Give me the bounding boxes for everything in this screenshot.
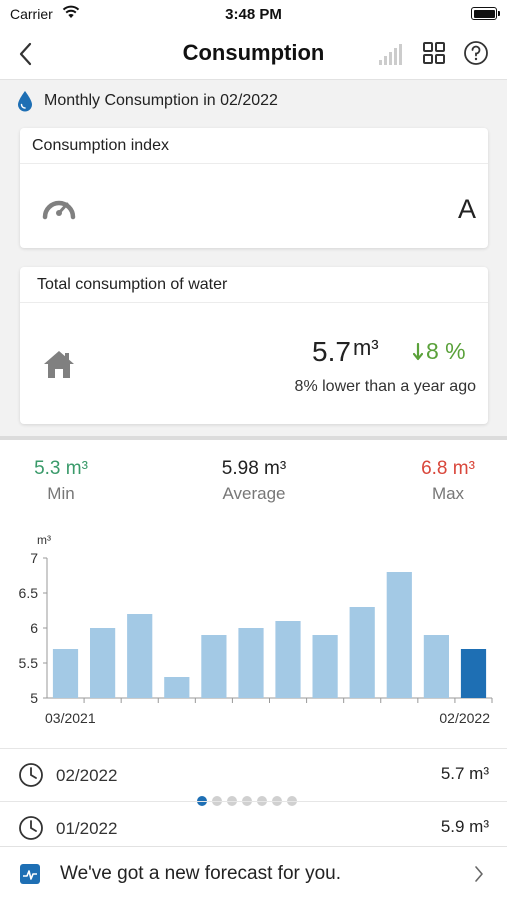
chart-bar[interactable] xyxy=(423,635,449,698)
chart-bar[interactable] xyxy=(275,621,301,698)
chart-bar[interactable] xyxy=(349,607,375,698)
chart-bar[interactable] xyxy=(201,635,227,698)
comparison-text: 8% lower than a year ago xyxy=(294,378,476,395)
average-value: 5.98 m³ xyxy=(221,458,287,479)
section-title: Monthly Consumption in 02/2022 xyxy=(44,92,278,109)
trend-value: 8 % xyxy=(426,338,466,364)
chevron-right-icon xyxy=(475,866,483,882)
chart-bar[interactable] xyxy=(386,572,412,698)
gauge-icon xyxy=(42,200,76,220)
chart-x-start-label: 03/2021 xyxy=(45,710,96,726)
forecast-icon xyxy=(20,864,40,884)
stat-max: 6.8 m³ Max xyxy=(378,458,507,504)
chart-y-tick-label: 5 xyxy=(30,690,38,706)
consumption-index-card[interactable]: Consumption index A xyxy=(20,128,488,248)
banner-text: We've got a new forecast for you. xyxy=(60,863,342,884)
water-drop-icon xyxy=(18,91,32,112)
max-label: Max xyxy=(431,484,465,503)
chart-y-tick-label: 6.5 xyxy=(19,585,39,601)
min-label: Min xyxy=(47,484,75,503)
chart-bar[interactable] xyxy=(460,649,487,698)
stat-min: 5.3 m³ Min xyxy=(0,458,131,504)
chart-y-tick-label: 7 xyxy=(30,550,38,566)
navigation-bar: Consumption xyxy=(0,28,507,80)
forecast-banner[interactable]: We've got a new forecast for you. xyxy=(0,846,507,900)
chevron-left-icon[interactable] xyxy=(14,41,38,67)
chart-bar[interactable] xyxy=(90,628,116,698)
history-row[interactable]: 02/2022 5.7 m³ xyxy=(0,748,507,800)
total-consumption-card[interactable]: Total consumption of water 5.7m³ 8 % 8% … xyxy=(20,267,488,424)
stat-average: 5.98 m³ Average xyxy=(184,458,324,504)
chart-y-axis-label: m³ xyxy=(37,533,51,547)
arrow-down-icon xyxy=(413,343,423,361)
battery-icon xyxy=(471,7,500,20)
index-value: A xyxy=(457,194,476,224)
clock-icon xyxy=(19,816,43,840)
max-value: 6.8 m³ xyxy=(421,458,475,479)
history-date: 01/2022 xyxy=(56,819,118,838)
chart-bar[interactable] xyxy=(164,677,190,698)
chart-bar[interactable] xyxy=(312,635,338,698)
history-value: 5.7 m³ xyxy=(440,764,489,783)
clock-time: 3:48 PM xyxy=(225,6,282,23)
tiles-icon[interactable] xyxy=(422,41,446,65)
signal-icon[interactable] xyxy=(378,42,404,66)
section-header: Monthly Consumption in 02/2022 xyxy=(16,90,278,112)
carrier-label: Carrier xyxy=(10,6,53,22)
consumption-chart[interactable]: 5 5.5 6 6.5 7 m³ 03/2021 02/2022 xyxy=(0,524,507,734)
card-header: Consumption index xyxy=(20,128,488,164)
total-unit: m³ xyxy=(352,335,379,360)
chart-bar[interactable] xyxy=(127,614,153,698)
history-row[interactable]: 01/2022 5.9 m³ xyxy=(0,801,507,853)
history-date: 02/2022 xyxy=(56,766,118,785)
status-bar: Carrier 3:48 PM xyxy=(0,0,507,28)
clock-icon xyxy=(19,763,43,787)
chart-x-end-label: 02/2022 xyxy=(439,710,490,726)
min-value: 5.3 m³ xyxy=(34,458,88,479)
card-header: Total consumption of water xyxy=(20,267,488,303)
history-value: 5.9 m³ xyxy=(440,817,489,836)
total-value: 5.7m³ xyxy=(312,335,379,367)
house-icon xyxy=(44,351,74,378)
chart-bar[interactable] xyxy=(238,628,264,698)
chart-y-tick-label: 6 xyxy=(30,620,38,636)
chart-y-tick-label: 5.5 xyxy=(19,655,39,671)
wifi-icon xyxy=(62,5,80,18)
average-label: Average xyxy=(222,484,286,503)
chart-bar[interactable] xyxy=(52,649,79,698)
help-icon[interactable] xyxy=(463,40,489,66)
